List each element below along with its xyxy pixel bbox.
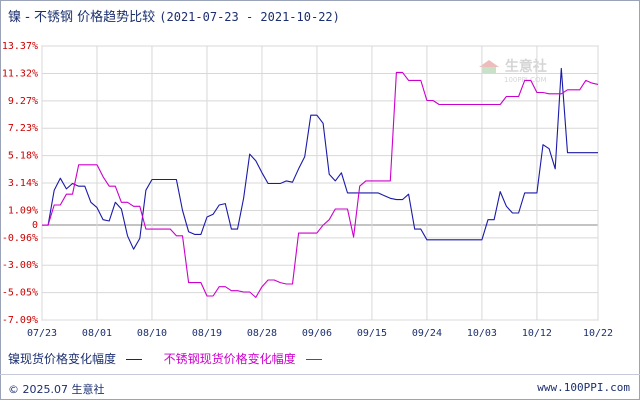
x-tick-label: 09/24 (412, 328, 442, 339)
y-tick-label: 5.18% (8, 151, 38, 162)
title-date-range: (2021-07-23 - 2021-10-22) (159, 10, 340, 24)
y-tick-label: 3.14% (8, 178, 38, 189)
legend-label-stainless: 不锈钢现货价格变化幅度 (163, 352, 296, 366)
y-tick-label: 1.09% (8, 205, 38, 216)
y-tick-label: 11.32% (2, 68, 38, 79)
x-tick-label: 10/12 (522, 328, 552, 339)
x-tick-label: 08/10 (137, 328, 167, 339)
x-tick-label: 09/06 (302, 328, 332, 339)
footer: © 2025.07 生意社 www.100PPI.com (0, 374, 640, 400)
title-separator: - (21, 10, 34, 25)
series-line-nickel (42, 67, 598, 250)
house-icon (479, 60, 499, 74)
x-tick-label: 08/01 (82, 328, 112, 339)
legend-item-stainless: 不锈钢现货价格变化幅度 (164, 350, 322, 367)
footer-url[interactable]: www.100PPI.com (537, 381, 630, 394)
x-tick-label: 07/23 (27, 328, 57, 339)
x-tick-label: 08/28 (247, 328, 277, 339)
y-tick-label: -7.09% (2, 315, 38, 326)
chart-title: 镍 - 不锈钢 价格趋势比较 (2021-07-23 - 2021-10-22) (8, 6, 340, 25)
x-tick-label: 10/03 (467, 328, 497, 339)
x-tick-label: 09/15 (357, 328, 387, 339)
y-tick-label: -0.96% (2, 233, 38, 244)
y-axis: 13.37% 11.32% 9.27% 7.23% 5.18% 3.14% 1.09% 0 -0… (2, 41, 38, 326)
title-commodity: 镍 (8, 10, 22, 25)
legend-item-nickel: 镍现货价格变化幅度 (8, 350, 142, 367)
footer-copyright: © 2025.07 生意社 (8, 383, 105, 396)
x-axis: 07/23 08/01 08/10 08/19 08/28 09/06 09/15 09/24… (27, 328, 613, 339)
y-tick-label: 7.23% (8, 123, 38, 134)
title-text: 不锈钢 价格趋势比较 (33, 10, 156, 25)
x-tick-label: 10/22 (583, 328, 613, 339)
legend-swatch-nickel (125, 359, 142, 360)
watermark-text: 生意社 (504, 59, 547, 75)
legend: 镍现货价格变化幅度 不锈钢现货价格变化幅度 (8, 350, 340, 367)
grid-lines (41, 45, 599, 321)
legend-label-nickel: 镍现货价格变化幅度 (8, 352, 117, 366)
y-tick-label: 9.27% (8, 96, 38, 107)
x-tick-label: 08/19 (192, 328, 222, 339)
series-lines (42, 67, 599, 298)
y-tick-label: 0 (32, 220, 38, 231)
y-tick-label: 13.37% (2, 41, 38, 52)
y-tick-label: -3.00% (2, 260, 38, 271)
series-line-stainless (42, 71, 599, 298)
y-tick-label: -5.05% (2, 288, 38, 299)
legend-swatch-stainless (305, 359, 322, 360)
